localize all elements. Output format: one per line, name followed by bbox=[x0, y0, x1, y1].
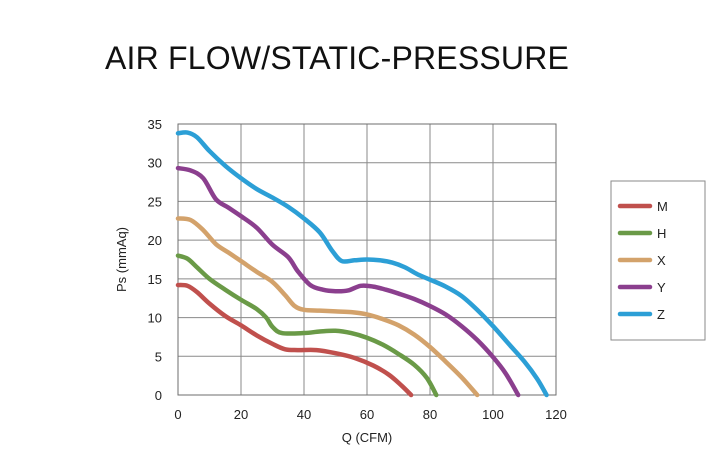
x-tick-label: 120 bbox=[545, 407, 567, 422]
series-line-m bbox=[175, 282, 414, 398]
legend-label-z: Z bbox=[657, 307, 665, 322]
plot-border bbox=[177, 123, 557, 396]
legend-label-h: H bbox=[657, 226, 666, 241]
legend-label-y: Y bbox=[657, 280, 666, 295]
y-tick-label: 5 bbox=[155, 349, 162, 364]
y-tick-label: 30 bbox=[148, 156, 162, 171]
y-tick-label: 15 bbox=[148, 272, 162, 287]
y-tick-label: 25 bbox=[148, 194, 162, 209]
x-tick-label: 100 bbox=[482, 407, 504, 422]
x-tick-label: 20 bbox=[234, 407, 248, 422]
x-tick-label: 60 bbox=[360, 407, 374, 422]
y-tick-label: 20 bbox=[148, 233, 162, 248]
series-line-z bbox=[175, 130, 549, 398]
x-tick-label: 80 bbox=[423, 407, 437, 422]
y-tick-label: 10 bbox=[148, 311, 162, 326]
legend-label-m: M bbox=[657, 199, 668, 214]
x-tick-label: 40 bbox=[297, 407, 311, 422]
y-tick-label: 35 bbox=[148, 117, 162, 132]
y-axis-label: Ps (mmAq) bbox=[114, 227, 129, 292]
y-tick-label: 0 bbox=[155, 388, 162, 403]
series-line-y bbox=[175, 165, 521, 398]
chart-title: AIR FLOW/STATIC-PRESSURE bbox=[105, 40, 570, 76]
x-tick-label: 0 bbox=[174, 407, 181, 422]
x-axis-label: Q (CFM) bbox=[342, 430, 393, 445]
series-line-x bbox=[175, 216, 480, 398]
series-line-h bbox=[175, 253, 439, 398]
legend-label-x: X bbox=[657, 253, 666, 268]
